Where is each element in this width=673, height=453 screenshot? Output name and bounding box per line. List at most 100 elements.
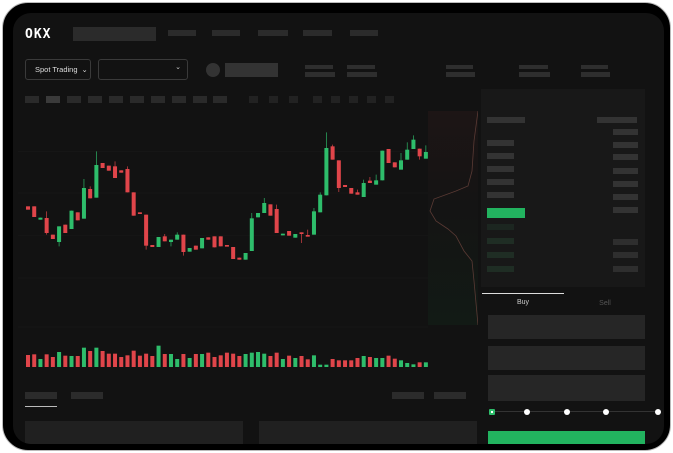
chart-tool-icon[interactable] — [349, 96, 358, 103]
timeframe-button[interactable] — [151, 96, 165, 103]
timeframe-button[interactable] — [25, 96, 39, 103]
candlestick-chart[interactable] — [18, 123, 428, 373]
timeframe-button[interactable] — [88, 96, 102, 103]
bottom-action[interactable] — [392, 392, 424, 399]
volume-bar — [287, 355, 292, 367]
volume-bar — [280, 359, 285, 367]
order-card — [259, 421, 477, 444]
candle-body — [162, 236, 167, 242]
ask-amount — [613, 181, 638, 187]
candle-body — [38, 217, 43, 220]
timeframe-button[interactable] — [172, 96, 186, 103]
chart-tool-icon[interactable] — [331, 96, 340, 103]
candle-body — [113, 166, 118, 178]
volume-bar — [44, 354, 49, 367]
nav-item[interactable] — [303, 30, 332, 36]
candle-body — [63, 224, 68, 233]
chart-tool-icon[interactable] — [289, 96, 298, 103]
amount-input[interactable] — [488, 346, 645, 370]
candle-body — [187, 248, 192, 252]
candle-body — [399, 160, 403, 170]
chart-tool-icon[interactable] — [249, 96, 258, 103]
orderbook-header-price — [487, 117, 525, 123]
stat-label — [446, 65, 473, 69]
volume-bar — [212, 357, 217, 367]
volume-bar — [156, 345, 161, 367]
chart-tool-icon[interactable] — [367, 96, 376, 103]
volume-bar — [423, 362, 428, 367]
pair-selector[interactable]: ⌄ — [98, 59, 188, 80]
candle-body — [50, 234, 55, 239]
slider-handle[interactable] — [489, 409, 495, 415]
slider-step-75[interactable] — [603, 409, 609, 415]
stat-label — [581, 65, 608, 69]
volume-bar — [119, 357, 124, 367]
volume-bar — [125, 355, 130, 367]
slider-step-25[interactable] — [524, 409, 530, 415]
volume-bar — [361, 356, 366, 367]
volume-bar — [224, 352, 229, 367]
candle-body — [330, 146, 335, 160]
volume-bar — [268, 356, 273, 367]
volume-bar — [374, 358, 379, 367]
ask-price — [487, 179, 514, 185]
search-bar[interactable] — [73, 27, 156, 41]
candle-body — [150, 245, 155, 247]
candle-body — [168, 239, 173, 242]
tab-sell[interactable]: Sell — [599, 300, 611, 307]
bottom-tab-orders[interactable] — [25, 392, 57, 399]
timeframe-button[interactable] — [109, 96, 123, 103]
nav-item[interactable] — [168, 30, 196, 36]
candle-body — [411, 139, 416, 149]
candle-body — [106, 165, 111, 171]
candle-body — [57, 226, 62, 242]
buy-tab-underline — [482, 293, 564, 294]
candle-body — [374, 180, 379, 185]
volume-bar — [94, 347, 99, 367]
percent-slider-track[interactable] — [492, 411, 658, 412]
volume-bar — [206, 352, 211, 367]
total-input[interactable] — [488, 375, 645, 401]
candle-body — [212, 236, 217, 248]
timeframe-button[interactable] — [213, 96, 227, 103]
volume-bar — [293, 358, 298, 367]
ask-price — [487, 140, 514, 146]
chart-tool-icon[interactable] — [313, 96, 322, 103]
volume-bar — [367, 357, 372, 367]
bid-price — [487, 224, 514, 230]
volume-bar — [187, 358, 192, 367]
volume-bar — [113, 353, 118, 367]
bottom-action[interactable] — [434, 392, 466, 399]
volume-bar — [57, 352, 62, 367]
candle-body — [293, 234, 298, 238]
coin-icon — [206, 63, 220, 77]
slider-step-100[interactable] — [655, 409, 661, 415]
timeframe-button[interactable] — [193, 96, 207, 103]
nav-item[interactable] — [258, 30, 288, 36]
candle-body — [100, 163, 105, 168]
price-input[interactable] — [488, 315, 645, 339]
bottom-tab-history[interactable] — [71, 392, 103, 399]
timeframe-button[interactable] — [130, 96, 144, 103]
candle-body — [361, 183, 366, 197]
volume-bar — [392, 358, 397, 367]
buy-button[interactable] — [488, 431, 645, 444]
volume-bar — [330, 359, 335, 367]
volume-bar — [144, 353, 149, 367]
timeframe-button[interactable] — [67, 96, 81, 103]
chart-tool-icon[interactable] — [269, 96, 278, 103]
chart-tool-icon[interactable] — [385, 96, 394, 103]
candle-body — [280, 233, 285, 236]
nav-item[interactable] — [212, 30, 240, 36]
candle-body — [224, 245, 229, 247]
bid-price — [487, 238, 514, 244]
tab-buy[interactable]: Buy — [516, 299, 530, 306]
slider-step-50[interactable] — [564, 409, 570, 415]
candle-body — [75, 212, 80, 221]
nav-item[interactable] — [350, 30, 378, 36]
candle-body — [181, 234, 186, 252]
okx-logo: OKX — [25, 27, 52, 42]
spot-trading-dropdown[interactable]: Spot Trading ⌄ — [25, 59, 91, 80]
timeframe-button[interactable] — [46, 96, 60, 103]
